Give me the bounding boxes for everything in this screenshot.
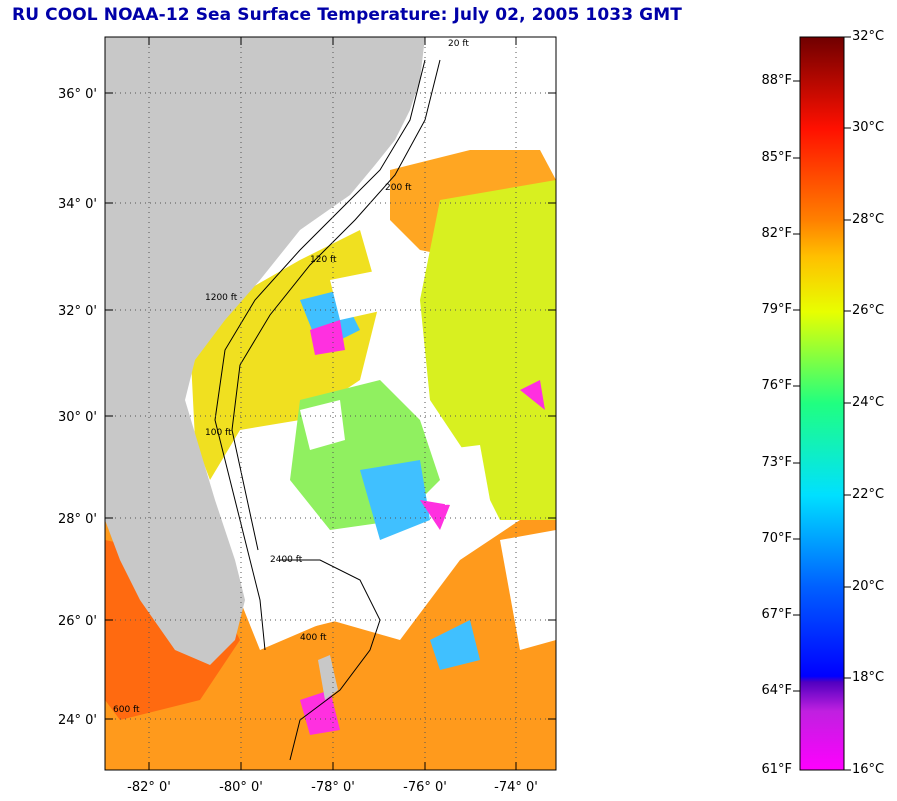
lon-label-78: -78° 0' — [311, 780, 355, 795]
contour-label: 1200 ft — [205, 293, 238, 303]
colorbar-label-79f: 79°F — [761, 302, 792, 317]
colorbar-label-61f: 61°F — [761, 762, 792, 777]
lon-label-74: -74° 0' — [494, 780, 538, 795]
cloud-patch — [300, 400, 345, 450]
contour-label: 200 ft — [385, 183, 412, 193]
lat-label-24: 24° 0' — [58, 713, 97, 728]
colorbar-label-26c: 26°C — [852, 303, 885, 318]
contour-label: 600 ft — [113, 705, 140, 715]
colorbar-label-73f: 73°F — [761, 455, 792, 470]
contour-label: 100 ft — [205, 428, 232, 438]
bathymetry-contour-line — [231, 59, 441, 551]
colorbar-label-67f: 67°F — [761, 607, 792, 622]
bathymetry-contour-line — [280, 559, 381, 761]
lat-label-26: 26° 0' — [58, 614, 97, 629]
land-us-southeast — [105, 37, 425, 665]
colorbar-label-18c: 18°C — [852, 670, 885, 685]
contour-label: 120 ft — [310, 255, 337, 265]
contour-label: 20 ft — [448, 39, 469, 49]
colorbar-label-85f: 85°F — [761, 150, 792, 165]
lat-label-34: 34° 0' — [58, 197, 97, 212]
cloud-patch — [285, 555, 340, 630]
lon-label-80: -80° 0' — [219, 780, 263, 795]
colorbar-label-64f: 64°F — [761, 683, 792, 698]
ocean-sst-yellow-east — [420, 180, 556, 520]
lat-label-32: 32° 0' — [58, 304, 97, 319]
contour-label: 2400 ft — [270, 555, 303, 565]
lon-label-82: -82° 0' — [127, 780, 171, 795]
cloud-patch — [330, 270, 385, 320]
lat-label-28: 28° 0' — [58, 512, 97, 527]
temperature-colorbar — [799, 36, 845, 771]
sst-image — [105, 37, 556, 770]
lon-label-76: -76° 0' — [403, 780, 447, 795]
ocean-sst-cyan-patches — [300, 290, 480, 670]
colorbar-label-70f: 70°F — [761, 531, 792, 546]
cloud-patch — [440, 445, 490, 505]
map-title: RU COOL NOAA-12 Sea Surface Temperature:… — [12, 5, 682, 25]
map-frame — [104, 36, 557, 771]
colorbar-label-88f: 88°F — [761, 73, 792, 88]
lat-lon-grid — [105, 37, 556, 770]
contour-label: 400 ft — [300, 633, 327, 643]
colorbar-ticks — [793, 36, 851, 771]
axis-ticks — [105, 37, 556, 770]
land-bahamas — [318, 655, 338, 700]
colorbar-label-20c: 20°C — [852, 579, 885, 594]
cloud-patch — [500, 530, 556, 650]
colorbar-label-32c: 32°C — [852, 29, 885, 44]
colorbar-label-22c: 22°C — [852, 487, 885, 502]
ocean-sst-warm — [105, 460, 556, 770]
lat-label-30: 30° 0' — [58, 410, 97, 425]
bathymetry-contour-line — [214, 59, 426, 651]
colorbar-label-76f: 76°F — [761, 378, 792, 393]
colorbar-label-30c: 30°C — [852, 120, 885, 135]
colorbar-label-82f: 82°F — [761, 226, 792, 241]
colorbar-label-28c: 28°C — [852, 212, 885, 227]
lat-label-36: 36° 0' — [58, 87, 97, 102]
colorbar-label-24c: 24°C — [852, 395, 885, 410]
colorbar-label-16c: 16°C — [852, 762, 885, 777]
